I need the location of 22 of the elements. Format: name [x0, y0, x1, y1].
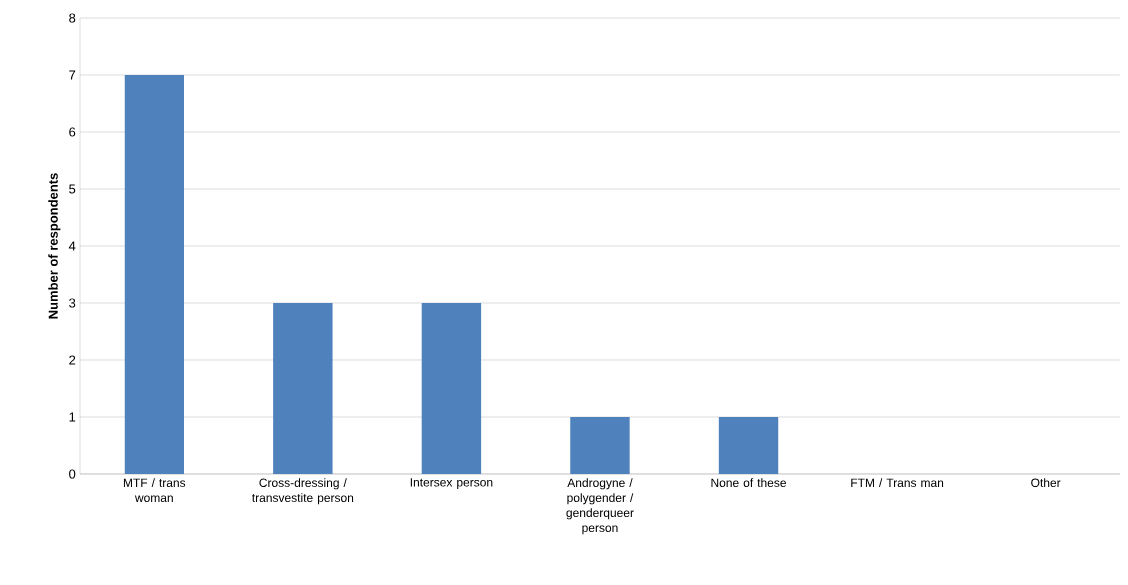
x-tick-label: Other: [1031, 478, 1061, 487]
y-tick-label: 2: [69, 355, 76, 365]
x-tick-label: Intersex person: [410, 478, 493, 489]
x-tick-label: Cross-dressing / transvestite person: [252, 478, 354, 505]
bar: [718, 416, 779, 474]
bar: [124, 74, 184, 474]
y-tick-label: 6: [69, 127, 76, 137]
bar: [570, 416, 630, 474]
y-tick-label: 3: [69, 298, 76, 308]
y-tick-label: 4: [68, 241, 76, 251]
bar: [273, 302, 333, 474]
bar: [421, 302, 482, 474]
y-tick-label: 7: [69, 70, 76, 80]
x-tick-label: None of these: [711, 478, 786, 487]
x-tick-label: Androgyne / polygender / genderqueer person: [566, 478, 634, 535]
y-tick-label: 5: [69, 184, 76, 194]
y-tick-label: 1: [69, 412, 76, 422]
y-tick-label: 8: [69, 13, 76, 23]
y-tick-label: 0: [69, 469, 76, 479]
x-tick-label: MTF / trans woman: [123, 478, 186, 502]
x-tick-label: FTM / Trans man: [851, 478, 944, 487]
y-axis-title: Number of respondents: [48, 173, 61, 319]
